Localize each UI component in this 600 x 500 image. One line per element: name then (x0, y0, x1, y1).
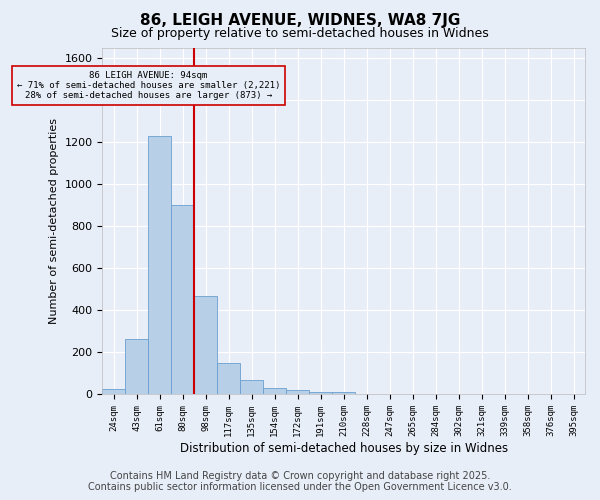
Bar (286, 390, 309, 394)
Bar (332, 392, 355, 394)
Bar (103, 389, 125, 394)
X-axis label: Distribution of semi-detached houses by size in Widnes: Distribution of semi-detached houses by … (179, 442, 508, 455)
Bar (263, 388, 286, 394)
Bar (240, 380, 263, 394)
Bar (172, 205, 194, 394)
Text: 86 LEIGH AVENUE: 94sqm
← 71% of semi-detached houses are smaller (2,221)
28% of : 86 LEIGH AVENUE: 94sqm ← 71% of semi-det… (17, 70, 280, 101)
Text: Contains HM Land Registry data © Crown copyright and database right 2025.
Contai: Contains HM Land Registry data © Crown c… (88, 471, 512, 492)
Bar (125, 338, 148, 394)
Text: Size of property relative to semi-detached houses in Widnes: Size of property relative to semi-detach… (111, 28, 489, 40)
Y-axis label: Number of semi-detached properties: Number of semi-detached properties (49, 118, 59, 324)
Bar (148, 136, 172, 394)
Bar (194, 296, 217, 394)
Bar (217, 363, 240, 394)
Text: 86, LEIGH AVENUE, WIDNES, WA8 7JG: 86, LEIGH AVENUE, WIDNES, WA8 7JG (140, 12, 460, 28)
Bar (309, 392, 332, 394)
